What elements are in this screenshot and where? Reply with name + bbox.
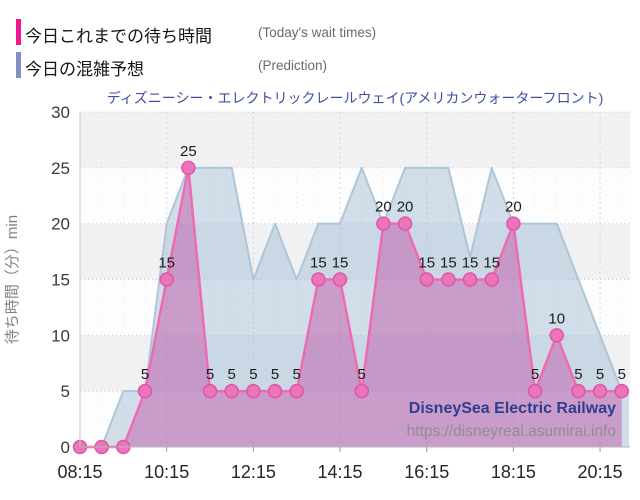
- today-data-point: [484, 272, 499, 287]
- x-tick-label: 08:15: [57, 462, 102, 482]
- data-point-label: 5: [531, 366, 539, 383]
- plot-band: [80, 167, 630, 224]
- x-tick-label: 12:15: [231, 462, 276, 482]
- prediction-series-area: [80, 167, 629, 448]
- today-series-area: [80, 167, 622, 448]
- y-tick-label: 25: [51, 159, 70, 178]
- today-data-point: [397, 216, 413, 231]
- y-tick-label: 5: [61, 382, 70, 401]
- data-point-label: 15: [440, 255, 457, 272]
- today-data-point: [224, 383, 239, 399]
- x-tick-label: 16:15: [404, 462, 449, 482]
- plot-band: [80, 279, 630, 336]
- today-data-point: [332, 272, 348, 287]
- data-point-label: 5: [618, 366, 626, 383]
- x-tick-label: 20:15: [578, 462, 623, 482]
- today-data-point: [376, 216, 391, 231]
- x-tick-label: 10:15: [144, 462, 189, 482]
- prediction-swatch: [16, 52, 21, 78]
- data-point-label: 20: [375, 199, 392, 216]
- data-point-label: 5: [206, 366, 214, 383]
- y-tick-label: 10: [51, 326, 70, 345]
- today-data-point: [441, 272, 456, 287]
- today-legend-sublabel: (Today's wait times): [258, 25, 377, 40]
- chart-title: ディズニーシー・エレクトリックレールウェイ(アメリカンウォーターフロント): [106, 90, 604, 106]
- today-data-point: [181, 160, 196, 176]
- y-tick-label: 20: [51, 215, 70, 234]
- data-point-label: 5: [358, 366, 366, 383]
- y-axis-title: 待ち時間（分）min: [4, 215, 21, 344]
- data-point-label: 5: [574, 366, 582, 383]
- today-data-point: [462, 272, 478, 287]
- watermark: DisneySea Electric Railway https://disne…: [407, 397, 616, 443]
- watermark-site-name: DisneySea Electric Railway: [408, 400, 616, 417]
- data-point-label: 15: [310, 255, 327, 272]
- x-tick-label: 18:15: [491, 462, 536, 482]
- today-swatch: [16, 19, 21, 45]
- today-data-point: [527, 383, 543, 399]
- today-data-point: [354, 383, 369, 399]
- plot-band: [80, 112, 630, 168]
- today-data-point: [614, 383, 629, 399]
- watermark-url: https://disneyreal.asumirai.info: [406, 423, 616, 440]
- today-data-point: [419, 272, 434, 287]
- data-point-label: 20: [505, 199, 522, 216]
- data-point-label: 15: [483, 255, 500, 272]
- data-point-label: 5: [249, 366, 257, 383]
- data-point-label: 5: [293, 366, 301, 383]
- today-data-point: [159, 272, 174, 287]
- data-point-label: 5: [271, 366, 279, 383]
- today-data-point: [311, 272, 326, 287]
- data-point-label: 15: [418, 255, 435, 272]
- today-data-point: [246, 383, 261, 399]
- today-legend-label: 今日これまでの待ち時間: [25, 27, 212, 46]
- today-data-point: [549, 328, 564, 343]
- today-data-point: [592, 383, 608, 399]
- today-data-point: [506, 216, 521, 231]
- data-point-label: 15: [158, 255, 175, 272]
- today-data-point: [267, 383, 283, 399]
- y-tick-label: 0: [61, 438, 70, 457]
- data-point-label: 15: [462, 255, 479, 272]
- today-data-point: [289, 383, 304, 399]
- prediction-series-line: [80, 166, 629, 448]
- prediction-legend-label: 今日の混雑予想: [25, 60, 144, 79]
- data-point-label: 15: [332, 255, 349, 272]
- today-data-point: [202, 383, 218, 399]
- data-point-label: 5: [228, 366, 236, 383]
- x-tick-label: 14:15: [318, 462, 363, 482]
- today-series-line: [80, 166, 622, 449]
- y-tick-label: 30: [51, 103, 70, 122]
- data-point-label: 5: [141, 366, 149, 383]
- today-data-point: [571, 383, 586, 399]
- prediction-legend-sublabel: (Prediction): [258, 58, 328, 73]
- data-point-label: 10: [548, 310, 565, 327]
- today-data-point: [137, 383, 153, 399]
- data-point-label: 25: [180, 143, 197, 160]
- data-point-label: 20: [397, 199, 414, 216]
- y-tick-label: 15: [51, 271, 70, 290]
- plot-band: [80, 391, 630, 447]
- data-point-label: 5: [596, 366, 604, 383]
